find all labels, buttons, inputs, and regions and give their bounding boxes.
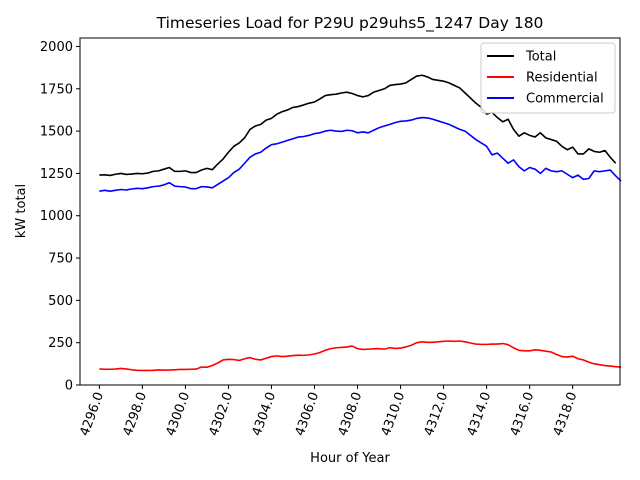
chart-title: Timeseries Load for P29U p29uhs5_1247 Da… <box>156 14 544 33</box>
y-tick-label: 0 <box>65 379 73 394</box>
x-axis-label: Hour of Year <box>310 451 390 466</box>
series-line-commercial <box>99 116 622 192</box>
y-tick-label: 1500 <box>40 125 73 140</box>
y-tick-label: 750 <box>48 252 73 267</box>
y-axis-label: kW total <box>14 184 29 238</box>
y-tick-label: 1250 <box>40 167 73 182</box>
series-line-residential <box>99 340 622 372</box>
legend-label-commercial: Commercial <box>526 92 604 107</box>
legend: Total Residential Commercial <box>480 42 616 114</box>
y-tick-label: 250 <box>48 336 73 351</box>
y-tick-label: 1750 <box>40 82 73 97</box>
series-line-total <box>99 74 617 177</box>
y-tick-label: 1000 <box>40 209 73 224</box>
y-tick-label: 500 <box>48 294 73 309</box>
legend-label-total: Total <box>525 50 556 65</box>
plot-frame <box>79 37 621 386</box>
series-lines <box>99 74 622 372</box>
legend-box <box>480 42 616 114</box>
y-tick-label: 2000 <box>40 40 73 55</box>
legend-label-residential: Residential <box>526 71 598 86</box>
